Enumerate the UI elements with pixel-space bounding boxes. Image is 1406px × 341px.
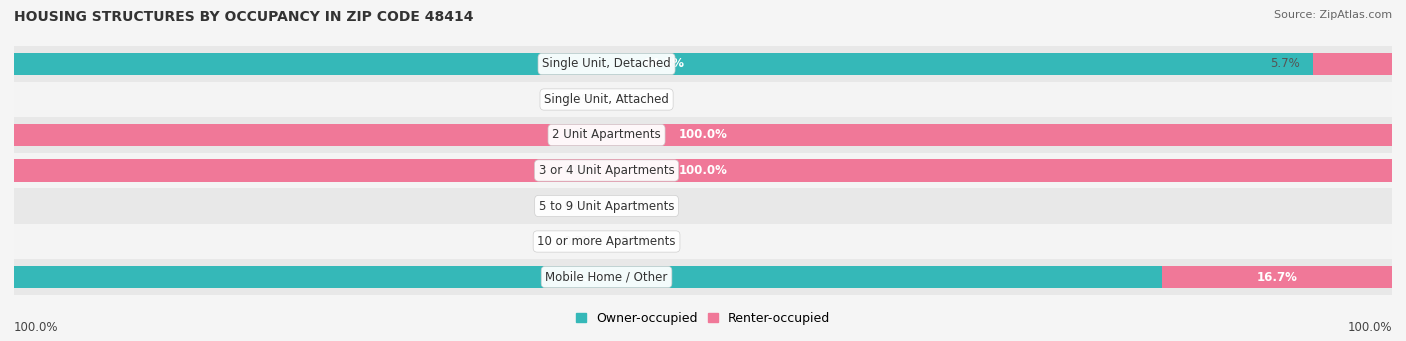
Bar bbox=[14, 259, 1392, 295]
Text: 0.0%: 0.0% bbox=[564, 93, 593, 106]
Text: 100.0%: 100.0% bbox=[679, 129, 727, 142]
Text: HOUSING STRUCTURES BY OCCUPANCY IN ZIP CODE 48414: HOUSING STRUCTURES BY OCCUPANCY IN ZIP C… bbox=[14, 10, 474, 24]
Bar bbox=[1161, 266, 1392, 288]
Text: 0.0%: 0.0% bbox=[564, 129, 593, 142]
Bar bbox=[14, 160, 1392, 181]
Text: 10 or more Apartments: 10 or more Apartments bbox=[537, 235, 676, 248]
Bar bbox=[14, 124, 1392, 146]
Text: 2 Unit Apartments: 2 Unit Apartments bbox=[553, 129, 661, 142]
Text: 3 or 4 Unit Apartments: 3 or 4 Unit Apartments bbox=[538, 164, 675, 177]
Legend: Owner-occupied, Renter-occupied: Owner-occupied, Renter-occupied bbox=[576, 312, 830, 325]
Text: Single Unit, Attached: Single Unit, Attached bbox=[544, 93, 669, 106]
Text: 0.0%: 0.0% bbox=[620, 93, 650, 106]
Text: Single Unit, Detached: Single Unit, Detached bbox=[543, 58, 671, 71]
Bar bbox=[14, 224, 1392, 259]
Bar bbox=[14, 153, 1392, 188]
Bar bbox=[14, 117, 1392, 153]
Text: 5 to 9 Unit Apartments: 5 to 9 Unit Apartments bbox=[538, 199, 675, 212]
Text: 0.0%: 0.0% bbox=[564, 235, 593, 248]
Text: 16.7%: 16.7% bbox=[1257, 270, 1298, 283]
Bar bbox=[14, 53, 1313, 75]
Text: 0.0%: 0.0% bbox=[620, 235, 650, 248]
Bar bbox=[14, 82, 1392, 117]
Text: 100.0%: 100.0% bbox=[1347, 321, 1392, 334]
Bar bbox=[14, 266, 1161, 288]
Text: 100.0%: 100.0% bbox=[14, 321, 59, 334]
Text: 0.0%: 0.0% bbox=[620, 199, 650, 212]
Bar bbox=[14, 188, 1392, 224]
Text: 83.3%: 83.3% bbox=[568, 270, 609, 283]
Text: 100.0%: 100.0% bbox=[679, 164, 727, 177]
Bar bbox=[14, 46, 1392, 82]
Text: Source: ZipAtlas.com: Source: ZipAtlas.com bbox=[1274, 10, 1392, 20]
Text: 0.0%: 0.0% bbox=[564, 199, 593, 212]
Text: 0.0%: 0.0% bbox=[564, 164, 593, 177]
Text: 94.3%: 94.3% bbox=[643, 58, 685, 71]
Text: Mobile Home / Other: Mobile Home / Other bbox=[546, 270, 668, 283]
Text: 5.7%: 5.7% bbox=[1270, 58, 1299, 71]
Bar bbox=[1313, 53, 1392, 75]
